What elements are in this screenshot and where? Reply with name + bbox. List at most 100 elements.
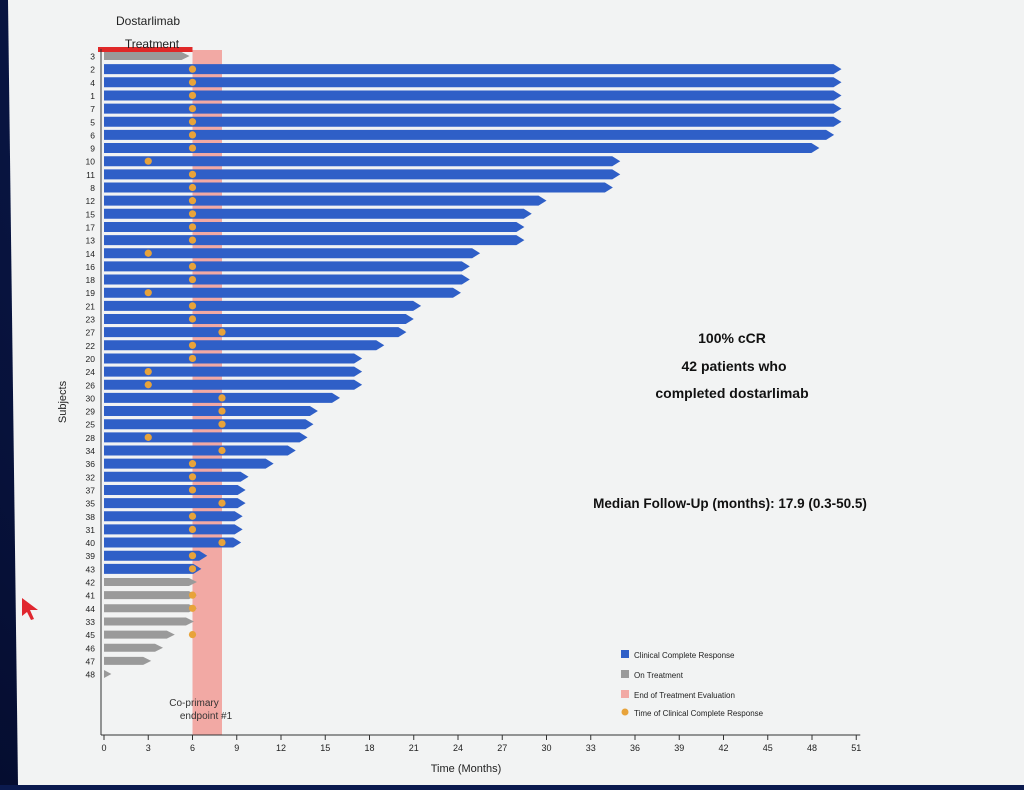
subject-label-17: 17 bbox=[86, 222, 96, 232]
ccr-marker-26 bbox=[144, 381, 152, 389]
subject-bar-39 bbox=[104, 550, 208, 561]
ccr-marker-19 bbox=[144, 289, 152, 297]
subject-label-44: 44 bbox=[86, 604, 96, 614]
ccr-marker-28 bbox=[144, 433, 152, 441]
subject-label-38: 38 bbox=[86, 512, 96, 522]
legend-swatch-ccr bbox=[621, 650, 629, 658]
subject-bar-18 bbox=[104, 274, 470, 285]
ccr-marker-18 bbox=[188, 275, 197, 284]
endpoint-label-line2: endpoint #1 bbox=[180, 711, 233, 722]
ccr-marker-22 bbox=[188, 341, 197, 349]
subject-bar-1 bbox=[104, 90, 842, 101]
subject-bar-38 bbox=[104, 511, 243, 522]
subject-label-27: 27 bbox=[86, 328, 96, 338]
subject-label-37: 37 bbox=[86, 485, 96, 495]
subject-label-47: 47 bbox=[86, 656, 96, 666]
legend-marker-ccr-time bbox=[621, 708, 629, 716]
ccr-marker-27 bbox=[218, 328, 226, 336]
subject-label-19: 19 bbox=[86, 288, 96, 298]
subject-label-40: 40 bbox=[86, 538, 96, 548]
mouse-pointer-icon bbox=[22, 598, 38, 620]
ccr-marker-6 bbox=[188, 131, 197, 139]
subject-label-20: 20 bbox=[86, 354, 96, 364]
subject-label-31: 31 bbox=[86, 525, 96, 535]
subject-bar-27 bbox=[104, 327, 407, 338]
legend: Clinical Complete Response On Treatment … bbox=[621, 650, 764, 718]
subject-bar-44 bbox=[104, 604, 197, 613]
subject-label-42: 42 bbox=[86, 578, 96, 588]
ccr-marker-2 bbox=[188, 65, 197, 73]
ccr-marker-29 bbox=[218, 407, 226, 415]
subject-bar-14 bbox=[104, 248, 481, 259]
x-tick-label-39: 39 bbox=[674, 743, 684, 753]
annotation-completed: completed dostarlimab bbox=[655, 385, 808, 401]
subject-bar-4 bbox=[104, 77, 842, 88]
subject-bar-46 bbox=[104, 643, 163, 652]
legend-label-on-treatment: On Treatment bbox=[634, 671, 684, 680]
treatment-label-line2: Treatment bbox=[125, 37, 180, 51]
subject-bar-26 bbox=[104, 379, 363, 390]
subject-label-34: 34 bbox=[86, 446, 96, 456]
x-tick-label-15: 15 bbox=[320, 743, 330, 753]
subject-label-33: 33 bbox=[86, 617, 96, 627]
subject-bar-36 bbox=[104, 458, 274, 469]
subject-label-30: 30 bbox=[86, 393, 96, 403]
subject-bar-40 bbox=[104, 537, 242, 548]
subject-label-28: 28 bbox=[86, 433, 96, 443]
x-tick-label-24: 24 bbox=[453, 743, 463, 753]
subject-label-3: 3 bbox=[90, 52, 95, 62]
subject-bar-3 bbox=[104, 52, 190, 60]
subject-bar-9 bbox=[104, 143, 820, 154]
subject-bar-8 bbox=[104, 182, 613, 193]
subject-bar-11 bbox=[104, 169, 621, 180]
subject-bar-31 bbox=[104, 524, 243, 535]
subject-label-32: 32 bbox=[86, 472, 96, 482]
ccr-marker-14 bbox=[144, 249, 152, 257]
subject-label-8: 8 bbox=[90, 183, 95, 193]
subject-label-14: 14 bbox=[86, 249, 96, 259]
x-tick-label-36: 36 bbox=[630, 743, 640, 753]
x-tick-label-0: 0 bbox=[101, 743, 106, 753]
x-tick-label-3: 3 bbox=[146, 743, 151, 753]
ccr-marker-41 bbox=[188, 591, 197, 599]
subject-bar-10 bbox=[104, 156, 621, 167]
subject-bar-21 bbox=[104, 300, 422, 311]
subject-label-46: 46 bbox=[86, 643, 96, 653]
subject-bar-19 bbox=[104, 287, 461, 298]
x-tick-label-51: 51 bbox=[851, 743, 861, 753]
legend-label-ccr: Clinical Complete Response bbox=[634, 651, 735, 660]
ccr-marker-32 bbox=[188, 473, 197, 481]
ccr-marker-21 bbox=[188, 302, 197, 310]
x-tick-label-21: 21 bbox=[409, 743, 419, 753]
ccr-marker-45 bbox=[188, 631, 197, 639]
median-followup: Median Follow-Up (months): 17.9 (0.3-50.… bbox=[593, 496, 867, 511]
ccr-marker-10 bbox=[144, 157, 152, 165]
ccr-marker-36 bbox=[188, 460, 197, 468]
subject-label-2: 2 bbox=[90, 65, 95, 75]
annotation-ccr: 100% cCR bbox=[698, 330, 766, 346]
subject-bar-37 bbox=[104, 484, 246, 495]
ccr-marker-13 bbox=[188, 236, 197, 244]
subject-label-18: 18 bbox=[86, 275, 96, 285]
ccr-marker-15 bbox=[188, 210, 197, 218]
ccr-marker-39 bbox=[188, 552, 197, 560]
ccr-marker-7 bbox=[188, 105, 197, 113]
subject-label-26: 26 bbox=[86, 380, 96, 390]
ccr-marker-40 bbox=[218, 538, 226, 547]
x-tick-label-18: 18 bbox=[364, 743, 374, 753]
ccr-marker-30 bbox=[218, 394, 226, 402]
subject-bar-28 bbox=[104, 432, 308, 443]
subject-bar-48 bbox=[104, 670, 112, 679]
subject-bar-29 bbox=[104, 406, 318, 417]
subject-bar-42 bbox=[104, 578, 197, 586]
swimmer-chart: 3241756910118121517131416181921232722202… bbox=[86, 47, 861, 753]
subject-label-21: 21 bbox=[86, 301, 96, 311]
x-tick-label-27: 27 bbox=[497, 743, 507, 753]
ccr-marker-38 bbox=[188, 512, 197, 520]
subject-bar-6 bbox=[104, 129, 835, 140]
subject-bar-16 bbox=[104, 261, 470, 272]
subject-bar-13 bbox=[104, 235, 525, 246]
subject-label-43: 43 bbox=[86, 564, 96, 574]
